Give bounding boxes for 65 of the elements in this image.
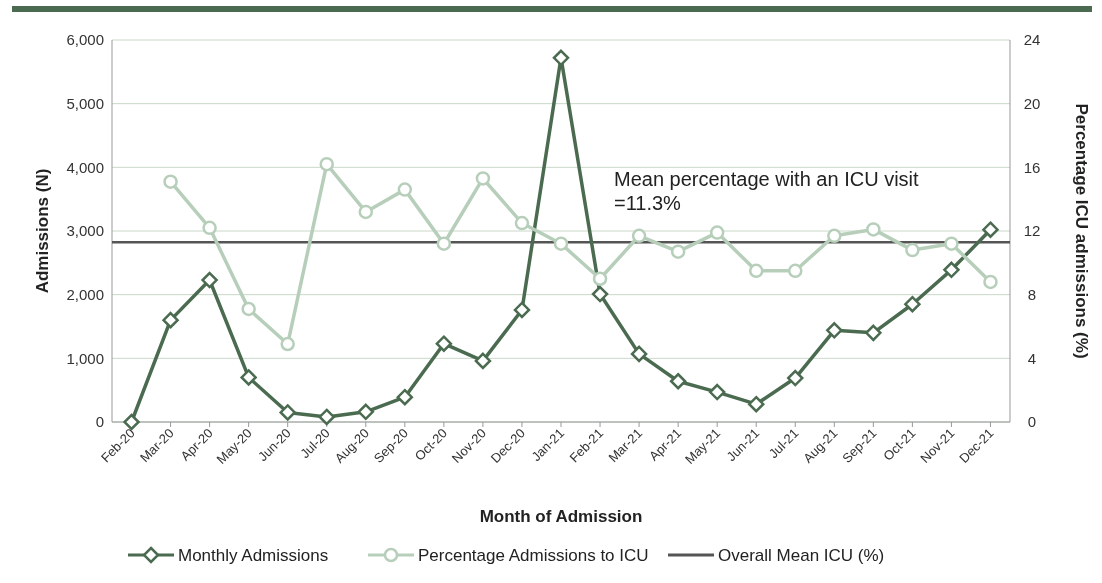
y-tick-label: 2,000 [66,285,104,303]
point [436,236,452,251]
point [318,408,335,426]
point [827,228,842,244]
y2-tick-label: 20 [1023,94,1041,112]
legend-label: Monthly Admissions [178,545,329,565]
point [163,174,178,189]
point [866,222,881,237]
point [202,220,217,236]
y-tick-label: 6,000 [66,31,104,49]
point [553,236,569,251]
x-axis-title: Month of Admission [479,507,643,526]
point [982,221,999,238]
y2-tick-label: 12 [1023,222,1041,240]
annotation: Mean percentage with an ICU visit =11.3% [614,168,920,214]
point [904,295,921,313]
y2-tick-label: 4 [1027,349,1037,367]
point [905,242,920,258]
point [788,263,803,279]
point [670,244,686,259]
point [592,271,608,286]
point [435,335,453,352]
point [944,236,959,251]
point [279,404,296,421]
point [240,369,257,386]
y2-tick-label: 8 [1027,285,1037,303]
point [865,324,882,342]
point [983,274,998,290]
y-tick-label: 0 [95,413,104,431]
point [708,383,726,401]
point [591,285,609,303]
point [280,336,295,352]
y2-axis-title: Percentage ICU admissions (%) [1072,103,1091,359]
point [826,322,843,339]
point [748,263,764,279]
y-tick-label: 5,000 [66,94,104,112]
point [630,345,648,363]
point [709,225,725,240]
point [396,388,414,406]
point [474,352,492,370]
point [241,301,256,317]
point [631,228,647,244]
point [201,271,218,289]
point [397,182,413,197]
point [747,395,765,413]
y2-tick-label: 16 [1023,158,1041,176]
y-tick-label: 4,000 [66,158,104,176]
point [669,373,687,390]
point [162,311,179,329]
y-tick-label: 3,000 [66,222,104,240]
point [943,261,960,279]
legend-label: Overall Mean ICU (%) [718,545,885,565]
point [358,204,374,220]
y-axis-title: Admissions (N) [33,168,52,294]
y2-tick-label: 0 [1027,413,1037,431]
point [513,301,531,319]
point [787,369,804,387]
point [475,171,491,186]
legend-label: Percentage Admissions to ICU [418,545,649,565]
y2-tick-label: 24 [1023,31,1041,49]
point [514,215,530,231]
point [319,156,334,172]
point [123,413,140,431]
point [357,403,375,421]
y-tick-label: 1,000 [66,349,104,367]
